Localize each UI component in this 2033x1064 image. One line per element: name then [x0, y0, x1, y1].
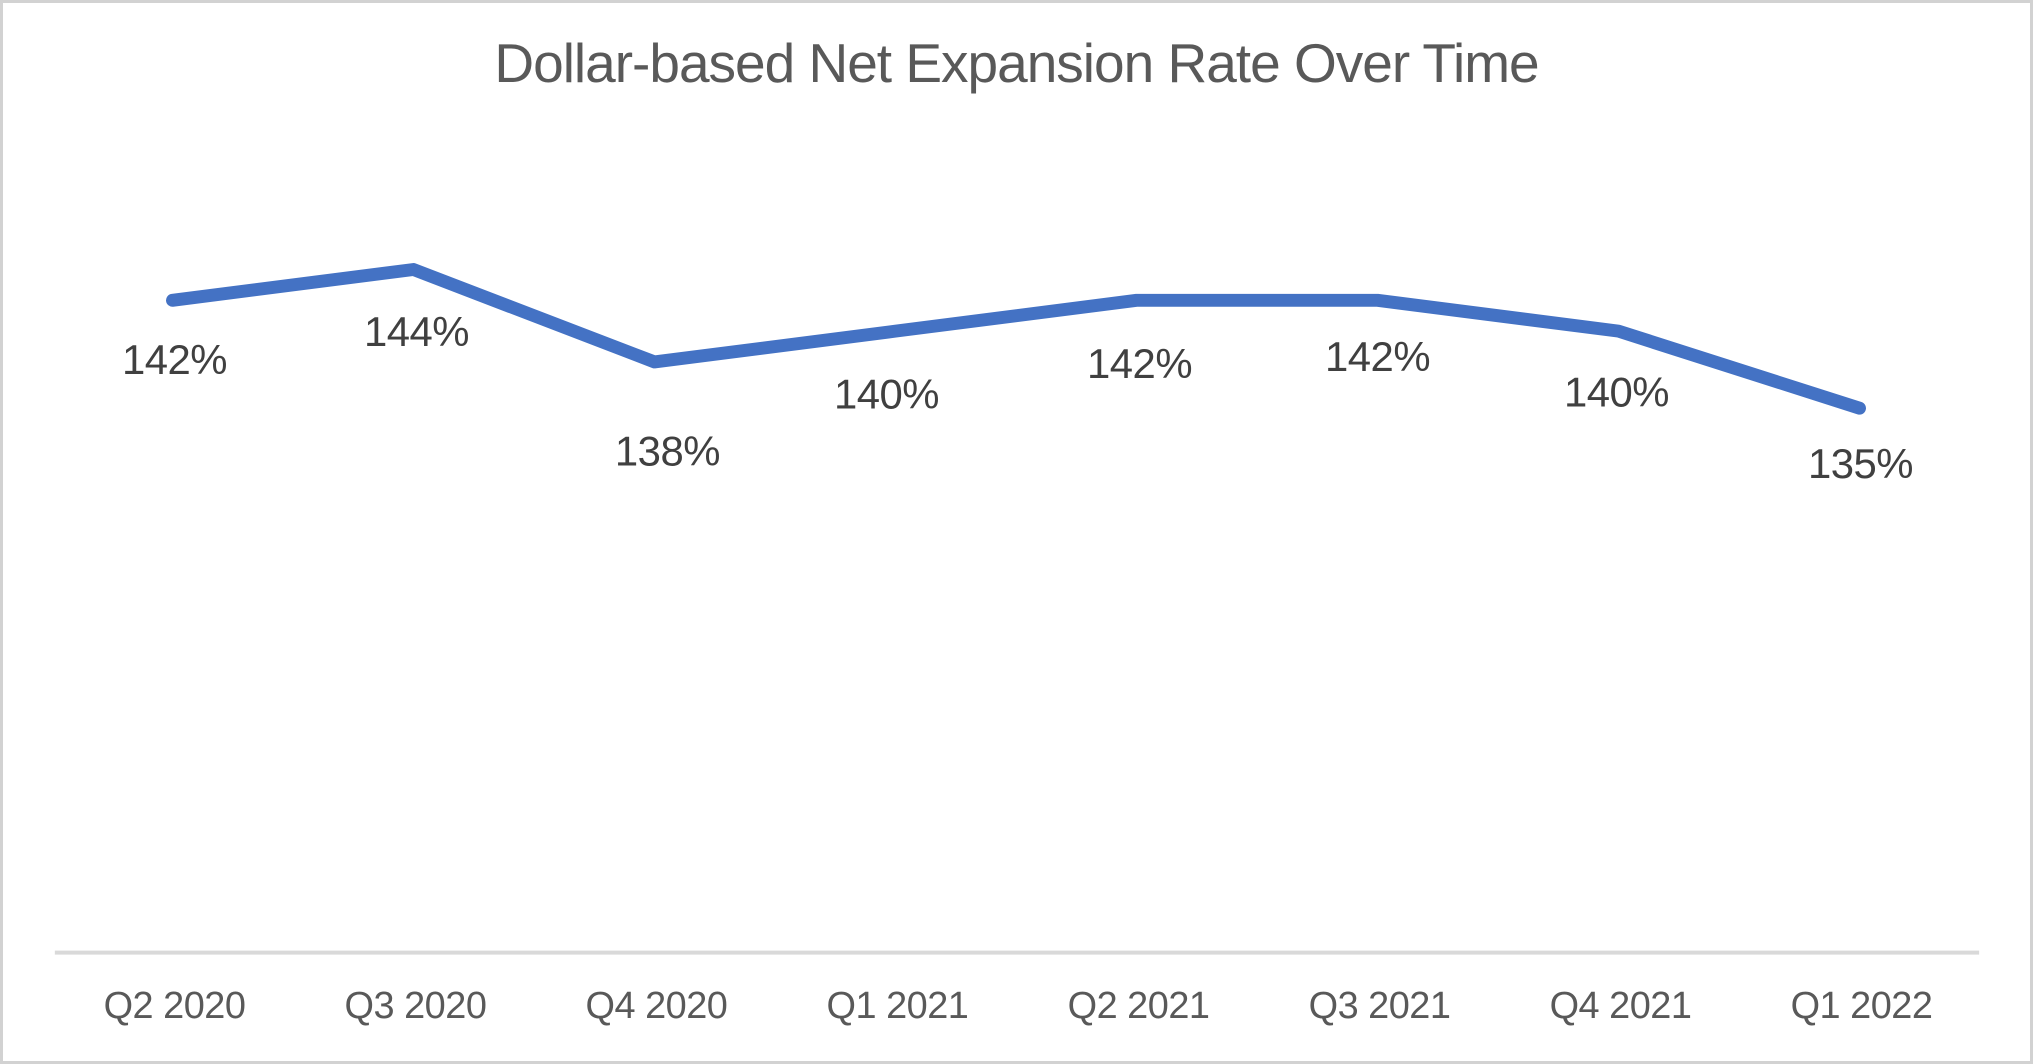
x-axis-category-label: Q3 2020 — [345, 985, 487, 1027]
data-point-label: 140% — [1564, 369, 1669, 416]
x-axis-category-label: Q2 2021 — [1068, 985, 1210, 1027]
expansion-rate-line — [166, 263, 1866, 415]
data-point-label: 135% — [1808, 440, 1913, 487]
chart-title: Dollar-based Net Expansion Rate Over Tim… — [494, 32, 1539, 94]
data-point-label: 138% — [615, 427, 720, 474]
x-axis-category-label: Q1 2022 — [1791, 985, 1933, 1027]
x-axis-category-label: Q1 2021 — [827, 985, 969, 1027]
x-axis-category-label: Q3 2021 — [1309, 985, 1451, 1027]
data-point-label: 142% — [1325, 333, 1430, 380]
data-point-label: 142% — [1087, 340, 1192, 387]
x-axis-category-label: Q4 2020 — [586, 985, 728, 1027]
data-point-label: 144% — [364, 308, 469, 355]
x-axis-category-label: Q4 2021 — [1550, 985, 1692, 1027]
line-chart-svg: 142% 144% 138% 140% 142% 142% 140% 135% Q2 2020 Q… — [54, 263, 1980, 1027]
data-point-label: 140% — [834, 371, 939, 418]
data-point-label: 142% — [122, 336, 227, 383]
x-axis-category-label: Q2 2020 — [104, 985, 246, 1027]
